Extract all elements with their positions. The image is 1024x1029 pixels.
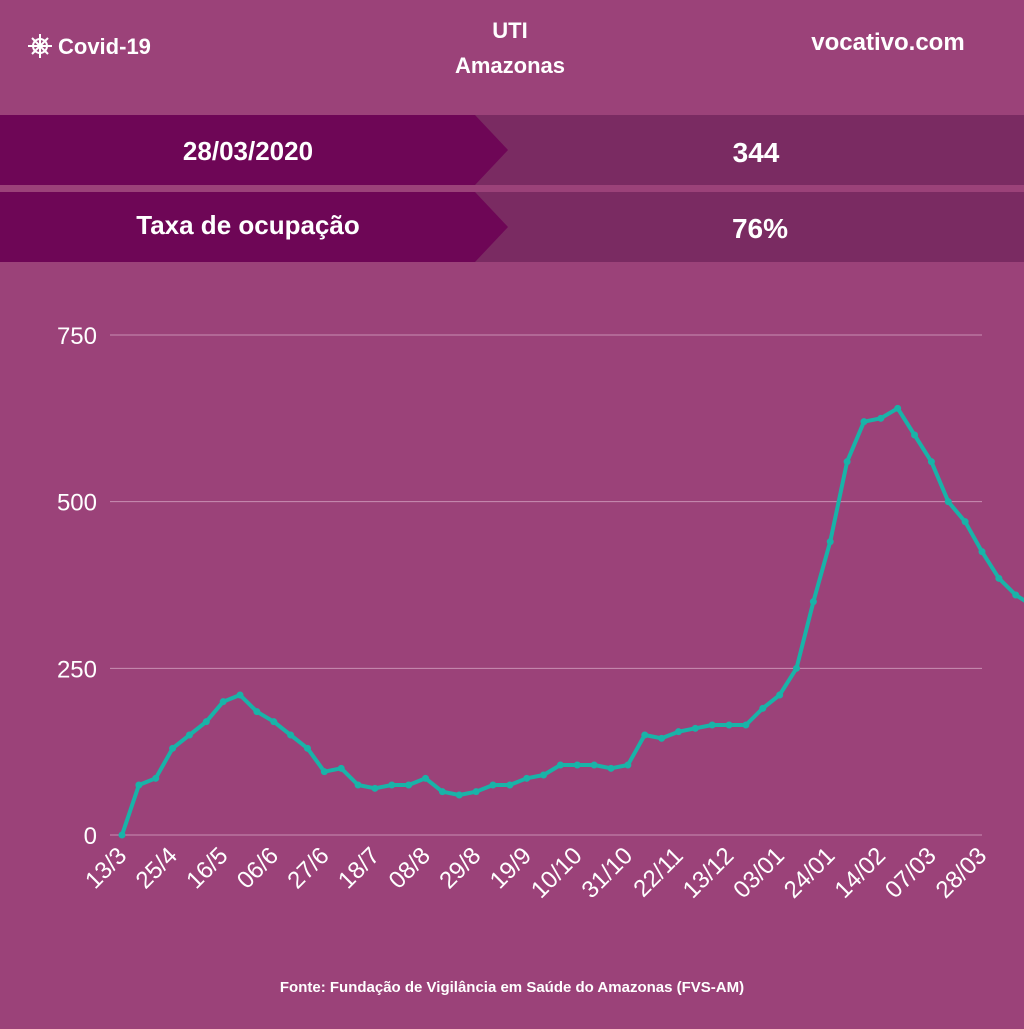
- point: [1012, 591, 1020, 599]
- point: [776, 691, 784, 699]
- point: [927, 458, 935, 466]
- row-label-bg: [0, 115, 508, 185]
- point: [202, 718, 210, 726]
- point: [658, 734, 666, 742]
- y-tick-label: 750: [57, 323, 97, 350]
- point: [961, 518, 969, 526]
- row-label-bg: [0, 192, 508, 262]
- point: [759, 704, 767, 712]
- point: [674, 728, 682, 736]
- point: [118, 831, 126, 839]
- source: Fonte: Fundação de Vigilância em Saúde d…: [280, 979, 744, 996]
- point: [354, 781, 362, 789]
- point: [708, 721, 716, 729]
- point: [607, 764, 615, 772]
- point: [438, 788, 446, 796]
- point: [978, 548, 986, 556]
- point: [236, 691, 244, 699]
- point: [540, 771, 548, 779]
- row-label: 28/03/2020: [183, 136, 313, 166]
- point: [843, 458, 851, 466]
- point: [371, 784, 379, 792]
- point: [472, 788, 480, 796]
- point: [489, 781, 497, 789]
- point: [860, 418, 868, 426]
- point: [152, 774, 160, 782]
- point: [422, 774, 430, 782]
- point: [944, 498, 952, 506]
- point: [405, 781, 413, 789]
- point: [253, 708, 261, 716]
- point: [742, 721, 750, 729]
- point: [303, 744, 311, 752]
- point: [809, 598, 817, 606]
- row-label: Taxa de ocupação: [136, 210, 360, 240]
- point: [725, 721, 733, 729]
- point: [793, 664, 801, 672]
- point: [691, 724, 699, 732]
- point: [877, 414, 885, 422]
- point: [556, 761, 564, 769]
- point: [641, 731, 649, 739]
- y-tick-label: 500: [57, 490, 97, 517]
- point: [911, 431, 919, 439]
- point: [337, 764, 345, 772]
- point: [624, 761, 632, 769]
- point: [455, 791, 463, 799]
- point: [169, 744, 177, 752]
- point: [506, 781, 514, 789]
- y-tick-label: 0: [84, 823, 97, 850]
- point: [590, 761, 598, 769]
- point: [185, 731, 193, 739]
- point: [894, 404, 902, 412]
- point: [826, 538, 834, 546]
- brand: Covid-19: [58, 34, 151, 59]
- title: UTI: [492, 18, 527, 43]
- point: [995, 574, 1003, 582]
- point: [287, 731, 295, 739]
- row-value: 76%: [732, 213, 788, 244]
- point: [320, 768, 328, 776]
- point: [135, 781, 143, 789]
- point: [523, 774, 531, 782]
- point: [270, 718, 278, 726]
- subtitle: Amazonas: [455, 53, 565, 78]
- site: vocativo.com: [811, 29, 964, 56]
- point: [219, 698, 227, 706]
- row-value: 344: [733, 137, 780, 168]
- summary: 28/03/2020 344 Taxa de ocupação 76%: [0, 115, 1024, 262]
- virus-icon: [28, 34, 52, 58]
- y-tick-label: 250: [57, 656, 97, 683]
- point: [573, 761, 581, 769]
- point: [388, 781, 396, 789]
